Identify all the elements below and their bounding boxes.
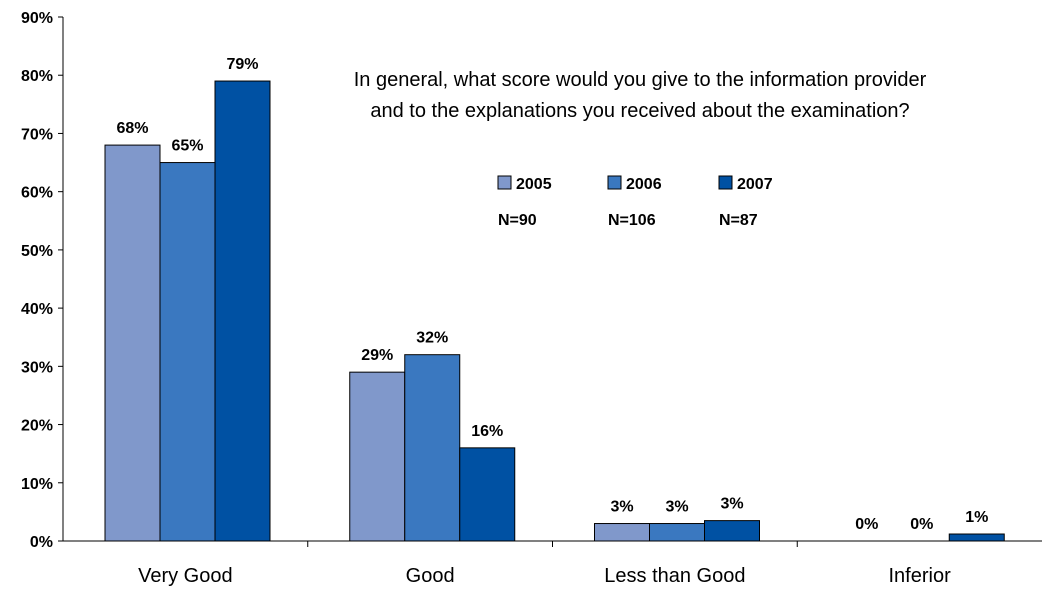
x-category-label: Very Good (138, 565, 233, 587)
data-label: 3% (720, 496, 743, 513)
data-label: 29% (361, 347, 393, 364)
data-label: 3% (665, 499, 688, 516)
bar-2005-2 (594, 523, 650, 542)
y-tick-label: 30% (21, 359, 53, 376)
bar-2007-0 (214, 80, 271, 542)
bar-2006-2 (649, 523, 705, 542)
data-label: 16% (471, 423, 503, 440)
data-label: 68% (116, 120, 148, 137)
data-label: 0% (910, 516, 933, 533)
data-label: 32% (416, 330, 448, 347)
legend-swatch-2007 (718, 175, 733, 190)
bar-2007-3 (948, 533, 1005, 542)
axes: 0% 10% 20% 30% 40% 50% 60% 70% 80% 90% Very Good Go… (21, 10, 1042, 587)
data-labels: 68% 29% 3% 0% 65% 32% 3% 0% 79% 16% 3% 1% (116, 56, 988, 533)
bar-2006-1 (404, 354, 461, 542)
data-label: 3% (610, 499, 633, 516)
legend-swatch-2006 (607, 175, 622, 190)
x-category-label: Inferior (889, 565, 952, 587)
bar-2005-0 (104, 144, 161, 542)
bar-2007-2 (704, 520, 760, 542)
bar-2006-0 (159, 162, 216, 542)
y-tick-label: 50% (21, 243, 53, 260)
bar-2007-1 (459, 447, 516, 542)
y-tick-label: 70% (21, 126, 53, 143)
legend-label: 2007 (737, 176, 773, 193)
y-tick-label: 60% (21, 185, 53, 202)
data-label: 79% (226, 56, 258, 73)
legend-n-label: N=106 (608, 212, 656, 229)
legend-n-label: N=87 (719, 212, 758, 229)
legend-label: 2005 (516, 176, 552, 193)
chart-title: In general, what score would you give to… (354, 69, 927, 122)
data-label: 1% (965, 509, 988, 526)
y-tick-label: 10% (21, 476, 53, 493)
y-tick-label: 90% (21, 10, 53, 27)
x-category-label: Less than Good (604, 565, 745, 587)
y-tick-label: 40% (21, 301, 53, 318)
bars (104, 80, 1005, 542)
chart-title-line: and to the explanations you received abo… (370, 100, 909, 122)
x-category-label: Good (406, 565, 455, 587)
legend-n-label: N=90 (498, 212, 537, 229)
bar-2005-1 (349, 371, 406, 542)
data-label: 65% (171, 138, 203, 155)
chart-title-line: In general, what score would you give to… (354, 69, 927, 91)
y-tick-label: 20% (21, 418, 53, 435)
legend-swatch-2005 (497, 175, 512, 190)
legend: 2005 N=90 2006 N=106 2007 N=87 (497, 175, 773, 229)
legend-label: 2006 (626, 176, 662, 193)
y-tick-label: 80% (21, 68, 53, 85)
data-label: 0% (855, 516, 878, 533)
y-tick-label: 0% (30, 534, 53, 551)
